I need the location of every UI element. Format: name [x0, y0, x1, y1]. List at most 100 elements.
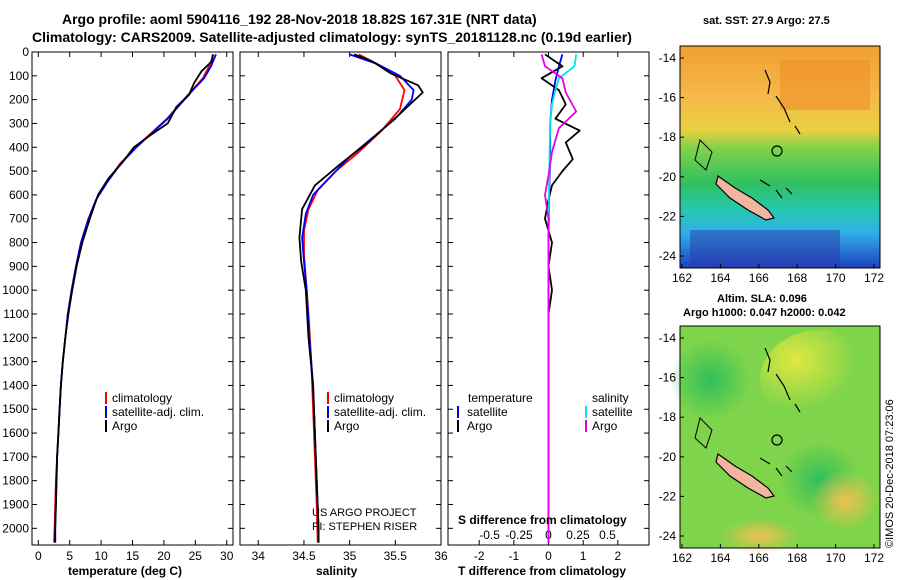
depth-tick-label: 600: [9, 188, 29, 202]
x-tick-label: 36: [434, 549, 448, 563]
map-x-tick-label: 172: [864, 551, 884, 565]
x-tick-label: 30: [220, 549, 234, 563]
salinity-axis-label: salinity: [316, 564, 358, 578]
map-x-tick-label: 168: [787, 271, 807, 285]
depth-tick-label: 700: [9, 212, 29, 226]
legend-s-argo-label: Argo: [592, 419, 618, 433]
legend-salinity-title: salinity: [592, 391, 629, 405]
series-line-satellite-adj-clim-: [301, 53, 415, 543]
figure-title-line2: Climatology: CARS2009. Satellite-adjuste…: [32, 29, 632, 45]
x-tick-label: 10: [94, 549, 108, 563]
legend-t-argo-label: Argo: [467, 419, 493, 433]
depth-tick-label: 100: [9, 69, 29, 83]
x-tick-label: 35: [343, 549, 357, 563]
depth-tick-label: 1600: [2, 426, 29, 440]
map-x-tick-label: 162: [672, 551, 692, 565]
sst-map-frame: [679, 45, 881, 269]
depth-tick-label: 0: [22, 45, 29, 59]
x-tick-label: -2: [474, 549, 485, 563]
difference-legend: temperature satellite Argo salinity sate…: [457, 391, 633, 433]
series-line-argo: [54, 54, 214, 543]
depth-tick-label: 1700: [2, 450, 29, 464]
series-line-temperature-argo: [540, 53, 581, 543]
pi-annotation: PI: STEPHEN RISER: [312, 521, 417, 533]
x-tick-label: 0: [545, 549, 552, 563]
x-tick-label: 0: [35, 549, 42, 563]
sla-map-subtitle: Argo h1000: 0.047 h2000: 0.042: [683, 307, 846, 319]
depth-axis-labels: 0 100 200 300 400 500 600 700 800 900 1000 1100 1200…: [2, 45, 29, 535]
series-line-satellite-adj-clim-: [54, 54, 217, 543]
map-y-tick-label: -14: [659, 331, 677, 345]
depth-tick-label: 1400: [2, 378, 29, 392]
map-x-tick-label: 170: [826, 551, 846, 565]
temperature-panel: 0 5 10 15 20 25 30: [31, 51, 234, 563]
legend-satellite-label: satellite-adj. clim.: [334, 405, 426, 419]
sst-map: [679, 45, 881, 269]
x-tick-label: 15: [126, 549, 140, 563]
sst-map-title: sat. SST: 27.9 Argo: 27.5: [703, 15, 830, 27]
map-y-tick-label: -14: [659, 51, 677, 65]
depth-tick-label: 1100: [3, 307, 29, 321]
s-tick-label: 0.5: [599, 528, 616, 542]
sla-high-anomaly: [760, 330, 880, 430]
series-line-climatology: [303, 53, 406, 543]
sla-warm-anomaly: [810, 470, 880, 530]
x-tick-label: 20: [157, 549, 171, 563]
depth-tick-label: 400: [9, 140, 29, 154]
series-line-climatology: [53, 54, 215, 543]
legend-argo-label: Argo: [334, 419, 360, 433]
map-x-tick-label: 168: [787, 551, 807, 565]
reef-outline: [694, 417, 713, 449]
s-tick-label: -0.25: [505, 528, 533, 542]
sst-cold-patch: [690, 230, 840, 268]
map-y-tick-label: -22: [659, 209, 677, 223]
project-annotation: US ARGO PROJECT: [312, 507, 417, 519]
depth-tick-label: 800: [9, 236, 29, 250]
depth-tick-label: 900: [9, 259, 29, 273]
imos-credit: ©IMOS 20-Dec-2018 07:23:06: [884, 399, 896, 548]
sla-map-axes: 162 164 166 168 170 172 -14 -16 -18 -20 -22 -24: [659, 331, 885, 565]
legend-temperature-title: temperature: [468, 391, 533, 405]
map-y-tick-label: -22: [659, 489, 677, 503]
loyalty-islands: [759, 457, 793, 477]
temperature-axis-label: temperature (deg C): [68, 564, 182, 578]
vanuatu-islands: [764, 347, 801, 413]
sla-map-title: Altim. SLA: 0.096: [717, 293, 807, 305]
sla-map: [670, 325, 881, 554]
series-line-argo: [298, 53, 424, 543]
map-x-tick-label: 172: [864, 271, 884, 285]
x-tick-label: 1: [580, 549, 587, 563]
temperature-legend: climatology satellite-adj. clim. Argo: [105, 391, 204, 433]
map-y-tick-label: -24: [659, 249, 677, 263]
x-tick-label: 34.5: [292, 549, 316, 563]
map-x-tick-label: 162: [672, 271, 692, 285]
depth-tick-label: 1900: [2, 498, 29, 512]
depth-tick-label: 1800: [2, 474, 29, 488]
map-y-tick-label: -16: [659, 91, 677, 105]
sla-map-frame: [679, 325, 881, 549]
depth-tick-label: 1300: [2, 355, 29, 369]
depth-tick-label: 2000: [2, 521, 29, 535]
difference-panel: -2 -1 0 1 2-0.5 -0.25 0 0.25 0.5: [447, 51, 650, 563]
sla-warm-anomaly: [720, 518, 800, 554]
reef-outline: [694, 139, 713, 171]
map-y-tick-label: -18: [659, 410, 677, 424]
legend-climatology-label: climatology: [334, 391, 394, 405]
map-y-tick-label: -16: [659, 371, 677, 385]
argo-float-marker: [771, 434, 783, 446]
t-difference-axis-label: T difference from climatology: [458, 564, 626, 578]
figure-title-line1: Argo profile: aoml 5904116_192 28-Nov-20…: [62, 11, 537, 27]
map-y-tick-label: -18: [659, 130, 677, 144]
map-y-tick-label: -20: [659, 170, 677, 184]
depth-tick-label: 1000: [2, 283, 29, 297]
new-caledonia-island: [715, 175, 776, 221]
legend-argo-label: Argo: [112, 419, 138, 433]
x-tick-label: 34: [252, 549, 266, 563]
map-x-tick-label: 164: [710, 551, 730, 565]
depth-tick-label: 300: [9, 116, 29, 130]
new-caledonia-island: [715, 453, 776, 499]
loyalty-islands: [759, 179, 793, 199]
x-tick-label: 35.5: [384, 549, 408, 563]
depth-tick-label: 1500: [2, 402, 29, 416]
